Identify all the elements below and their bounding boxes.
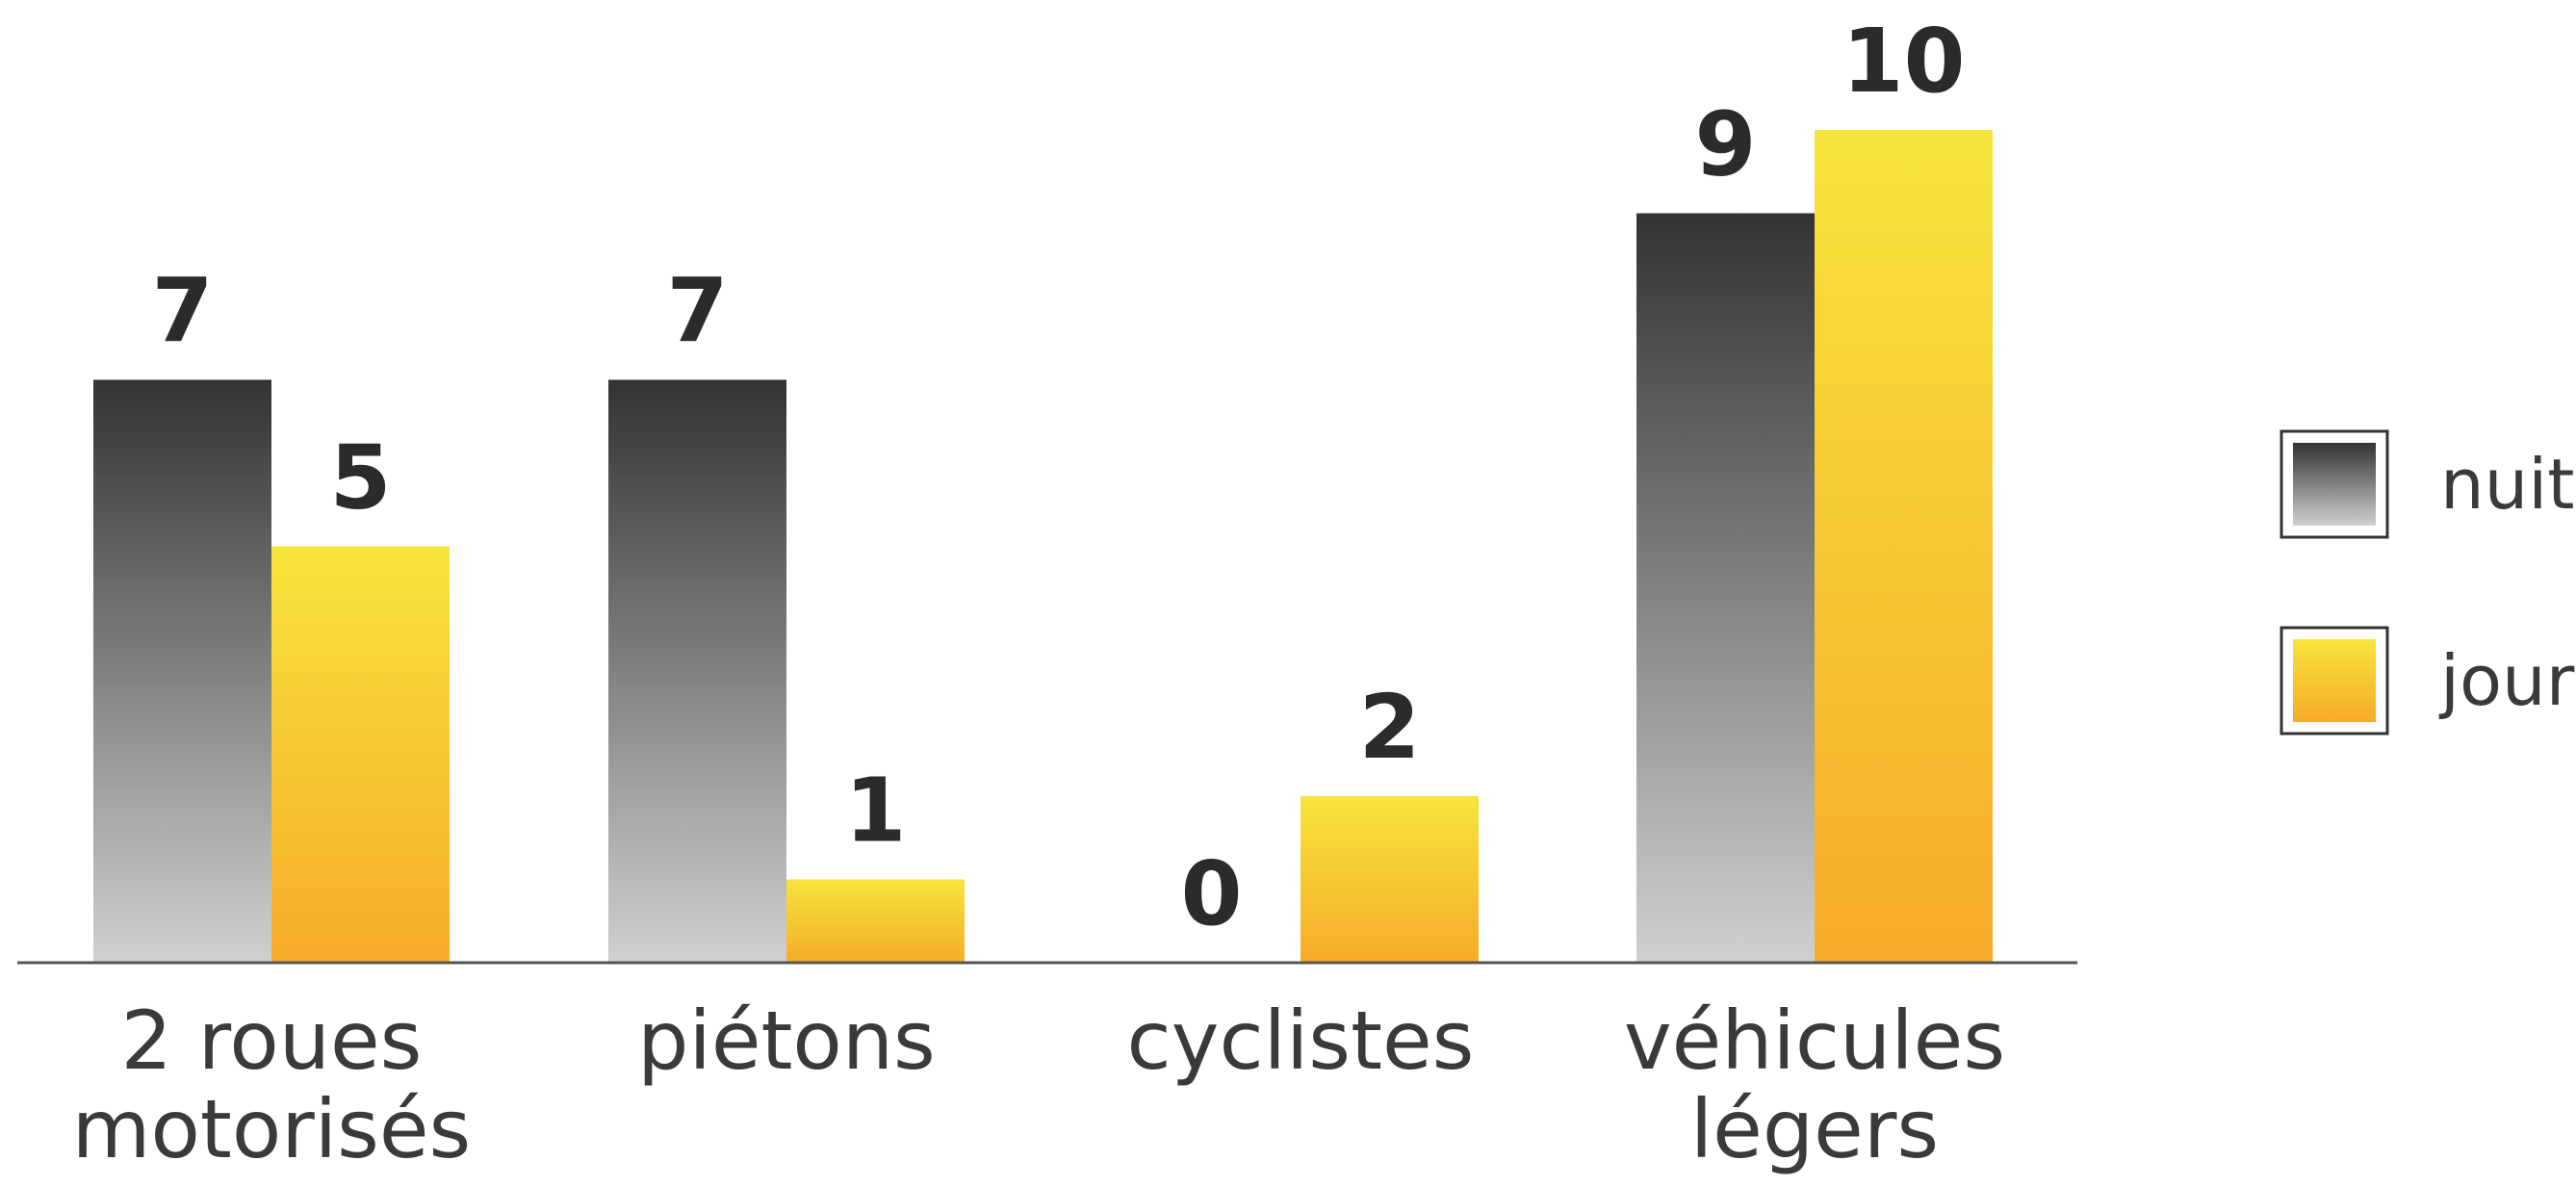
value-label-nuit-2: 0 <box>1180 842 1242 945</box>
value-label-nuit-0: 7 <box>151 260 213 363</box>
category-label-0-line-1: motorisés <box>72 1082 472 1176</box>
bars-layer <box>93 130 1993 963</box>
bar-nuit-1 <box>608 379 786 963</box>
legend-swatch-nuit <box>2293 443 2376 526</box>
legend-label-jour: jour <box>2438 640 2575 721</box>
value-label-jour-0: 5 <box>329 426 391 529</box>
category-label-2-line-0: cyclistes <box>1127 993 1475 1088</box>
bar-jour-1 <box>786 879 965 963</box>
value-label-jour-2: 2 <box>1358 676 1420 779</box>
category-label-3-line-0: véhicules <box>1624 993 2005 1088</box>
bar-jour-3 <box>1815 130 1993 963</box>
category-label-1-line-0: piétons <box>637 993 936 1088</box>
value-label-nuit-3: 9 <box>1694 93 1756 196</box>
value-label-nuit-1: 7 <box>666 260 728 363</box>
category-label-0-line-0: 2 roues <box>121 993 423 1088</box>
legend-swatch-jour <box>2293 639 2376 722</box>
bar-jour-0 <box>271 546 450 963</box>
legend-label-nuit: nuit <box>2440 444 2575 525</box>
value-label-jour-1: 1 <box>844 760 906 863</box>
bar-nuit-3 <box>1636 213 1815 963</box>
bar-nuit-0 <box>93 379 271 963</box>
category-label-3-line-1: légers <box>1690 1082 1939 1176</box>
legend: nuit jour <box>2280 429 2575 735</box>
value-label-jour-3: 10 <box>1842 10 1965 113</box>
bar-jour-2 <box>1301 796 1479 963</box>
